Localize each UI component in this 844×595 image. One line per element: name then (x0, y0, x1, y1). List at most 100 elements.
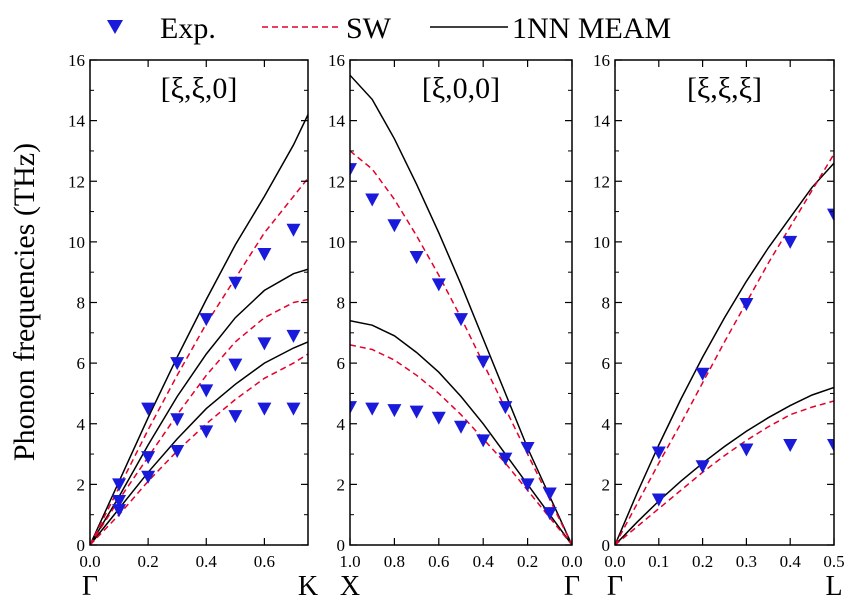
x-tick-label-0-3: 0.6 (254, 552, 275, 571)
y-tick-label-0-6: 12 (68, 172, 85, 191)
symmetry-point-label-1-0: X (340, 571, 360, 595)
y-tick-label-0-3: 6 (77, 354, 86, 373)
y-tick-label-1-5: 10 (328, 233, 345, 252)
y-tick-label-0-2: 4 (77, 415, 86, 434)
x-tick-label-1-0: 1.0 (339, 552, 360, 571)
x-tick-label-1-3: 0.4 (473, 552, 495, 571)
x-tick-label-2-2: 0.2 (692, 552, 713, 571)
legend-label-sw: SW (346, 12, 392, 45)
meam-curve-0-1 (90, 268, 308, 545)
exp-point-0-19 (257, 402, 272, 416)
symmetry-point-label-2-1: L (825, 571, 842, 595)
exp-point-1-9 (542, 487, 557, 501)
panel-xixixi: 0 2 4 6 8 10 12 14 16 0.0 0.1 0.2 0.3 0.4 0.5 Γ L [ξ,ξ,ξ] (593, 51, 844, 595)
legend-label-exp: Exp. (160, 12, 216, 45)
y-tick-label-0-8: 16 (68, 51, 85, 70)
exp-point-0-3 (199, 313, 214, 327)
sw-curve-2-2 (615, 153, 834, 545)
meam-curve-2-1 (615, 386, 834, 545)
exp-point-1-10 (350, 401, 357, 415)
exp-point-0-15 (141, 470, 156, 484)
y-tick-label-1-2: 4 (337, 415, 346, 434)
y-axis-label: Phonon frequencies (THz) (8, 143, 41, 461)
exp-point-1-12 (387, 404, 402, 418)
x-tick-label-0-2: 0.4 (196, 552, 218, 571)
x-tick-label-0-0: 0.0 (79, 552, 100, 571)
exp-point-1-5 (454, 313, 468, 327)
exp-point-2-8 (783, 438, 798, 452)
exp-point-1-19 (542, 507, 557, 521)
x-tick-label-2-4: 0.4 (780, 552, 802, 571)
legend-marker-exp (107, 20, 123, 34)
y-tick-label-2-1: 2 (602, 475, 611, 494)
x-tick-label-0-1: 0.2 (138, 552, 159, 571)
exp-point-1-18 (520, 478, 535, 492)
exp-point-2-9 (827, 438, 834, 452)
exp-point-0-12 (257, 337, 272, 351)
exp-point-1-8 (520, 442, 535, 455)
exp-point-1-6 (476, 355, 491, 369)
exp-point-2-7 (739, 443, 754, 457)
panel-frame-2 (614, 59, 835, 546)
sw-curve-2-3 (615, 400, 834, 545)
exp-point-1-3 (409, 251, 424, 265)
y-tick-label-0-5: 10 (68, 233, 85, 252)
exp-point-0-20 (286, 402, 301, 416)
exp-point-1-0 (350, 163, 357, 177)
exp-point-0-18 (228, 410, 243, 424)
y-tick-label-1-0: 0 (337, 536, 346, 555)
panel-title-0: [ξ,ξ,0] (161, 72, 238, 105)
sw-curve-1-3 (350, 344, 572, 545)
exp-point-1-14 (431, 411, 446, 425)
y-tick-label-2-2: 4 (602, 415, 611, 434)
symmetry-point-label-2-0: Γ (607, 571, 623, 595)
exp-point-0-8 (141, 451, 156, 465)
y-tick-label-1-1: 2 (337, 475, 346, 494)
exp-point-2-3 (783, 235, 798, 249)
exp-point-0-1 (141, 402, 156, 416)
sw-curve-1-2 (350, 150, 572, 545)
exp-point-2-6 (695, 460, 710, 474)
exp-point-1-11 (365, 402, 380, 416)
panel-title-1: [ξ,0,0] (422, 72, 500, 105)
x-tick-label-1-4: 0.2 (517, 552, 538, 571)
y-tick-label-2-8: 16 (593, 51, 610, 70)
meam-curve-0-2 (90, 341, 308, 545)
y-tick-label-0-0: 0 (77, 536, 86, 555)
y-tick-label-1-8: 16 (328, 51, 345, 70)
exp-point-2-5 (651, 493, 666, 507)
exp-point-0-9 (170, 413, 185, 427)
y-tick-label-0-7: 14 (68, 112, 86, 131)
sw-curve-0-4 (90, 298, 308, 545)
y-tick-label-1-6: 12 (328, 172, 345, 191)
panel-title-2: [ξ,ξ,ξ] (687, 72, 762, 105)
y-tick-label-0-1: 2 (77, 475, 86, 494)
y-tick-label-2-3: 6 (602, 354, 611, 373)
symmetry-point-label-1-1: Γ (564, 571, 580, 595)
panel-xixi0: 0 2 4 6 8 10 12 14 16 0.0 0.2 0.4 0.6 Γ K [ξ,ξ,0] (68, 51, 318, 595)
sw-curve-0-5 (90, 353, 308, 545)
exp-point-0-0 (112, 478, 127, 492)
y-tick-label-2-4: 8 (602, 294, 611, 313)
symmetry-point-label-0-1: K (298, 571, 318, 595)
exp-point-0-6 (286, 223, 301, 237)
exp-point-0-10 (199, 384, 214, 398)
exp-point-2-0 (651, 446, 666, 460)
x-tick-label-2-1: 0.1 (648, 552, 669, 571)
exp-point-2-2 (739, 298, 754, 312)
y-tick-label-2-0: 0 (602, 536, 611, 555)
y-tick-label-1-3: 6 (337, 354, 346, 373)
exp-point-0-5 (257, 248, 272, 261)
exp-point-0-14 (112, 504, 127, 518)
meam-curve-2-0 (615, 162, 834, 545)
x-tick-label-2-3: 0.3 (736, 552, 757, 571)
legend-label-meam: 1NN MEAM (512, 12, 671, 45)
y-tick-label-2-6: 12 (593, 172, 610, 191)
meam-curve-1-1 (350, 319, 572, 545)
exp-point-1-15 (454, 420, 468, 434)
y-tick-label-2-7: 14 (593, 112, 611, 131)
x-tick-label-1-2: 0.6 (428, 552, 449, 571)
exp-point-1-7 (498, 401, 513, 415)
meam-curve-0-0 (90, 114, 308, 545)
